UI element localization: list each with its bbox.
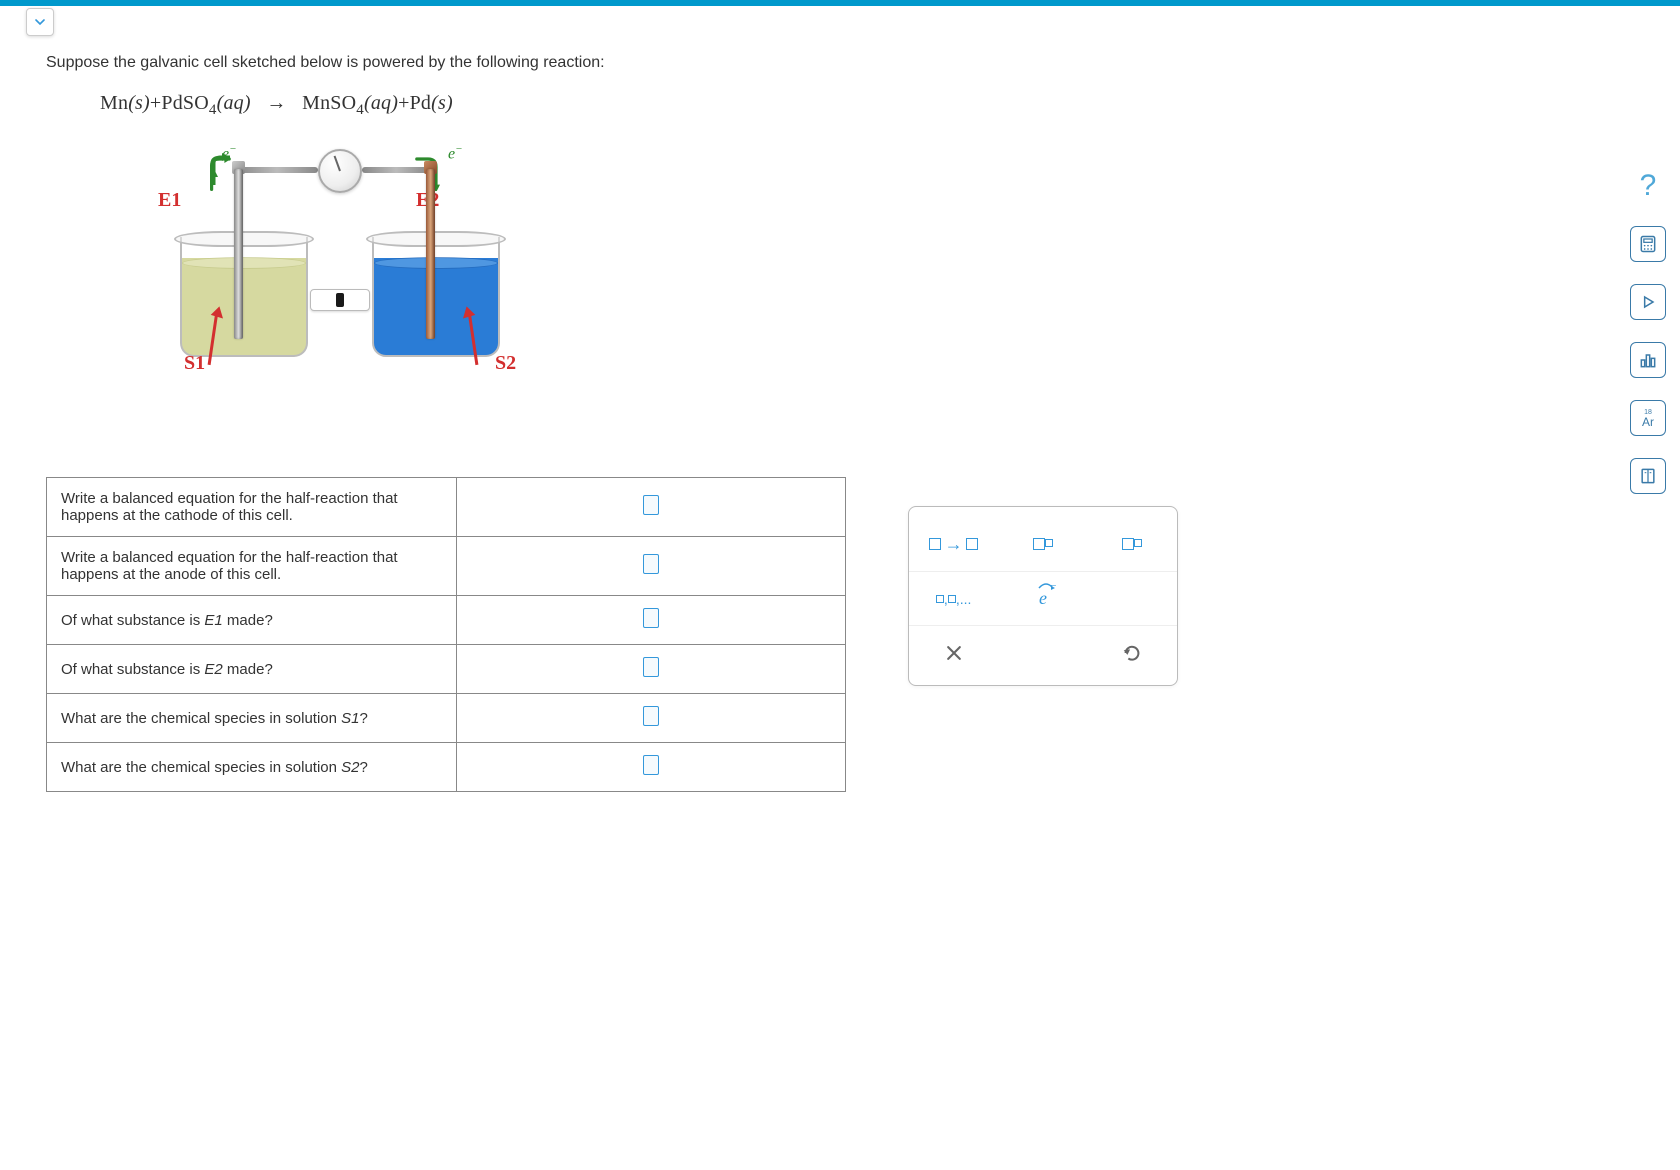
bars-icon: [1638, 350, 1658, 370]
question-row: Write a balanced equation for the half-r…: [47, 478, 846, 537]
collapse-toggle[interactable]: [26, 8, 54, 36]
answer-cell[interactable]: [456, 537, 845, 596]
question-row: Of what substance is E2 made?: [47, 645, 846, 694]
answer-input[interactable]: [643, 657, 659, 677]
reaction-equation: Mn(s)+PdSO4(aq) → MnSO4(aq)+Pd(s): [100, 92, 1652, 119]
help-button[interactable]: ?: [1630, 168, 1666, 204]
play-button[interactable]: [1630, 284, 1666, 320]
answer-input[interactable]: [643, 755, 659, 775]
tool-list[interactable]: ,,...: [918, 578, 990, 620]
calculator-button[interactable]: [1630, 226, 1666, 262]
answer-cell[interactable]: [456, 743, 845, 792]
tool-superscript[interactable]: [1096, 523, 1168, 565]
wire-right: [362, 167, 430, 173]
galvanic-cell-diagram: e− e− E1 E2: [96, 137, 536, 417]
answer-input[interactable]: [643, 554, 659, 574]
side-toolbar: ? 18 Ar: [1630, 168, 1666, 494]
chevron-down-icon: [32, 14, 48, 30]
answer-input[interactable]: [643, 608, 659, 628]
electrode-left: [234, 169, 243, 339]
answer-cell[interactable]: [456, 645, 845, 694]
question-prompt: Write a balanced equation for the half-r…: [47, 537, 457, 596]
label-E1: E1: [158, 189, 181, 212]
answer-cell[interactable]: [456, 478, 845, 537]
reference-button[interactable]: [1630, 458, 1666, 494]
questions-table: Write a balanced equation for the half-r…: [46, 477, 846, 792]
electron-arrow-up-left: [194, 151, 234, 191]
question-prompt: Write a balanced equation for the half-r…: [47, 478, 457, 537]
tool-undo[interactable]: [1096, 632, 1168, 674]
question-row: Of what substance is E1 made?: [47, 596, 846, 645]
calculator-icon: [1638, 234, 1658, 254]
intro-text: Suppose the galvanic cell sketched below…: [46, 54, 1652, 72]
tool-clear[interactable]: [918, 632, 990, 674]
tool-spacer2: [1007, 632, 1079, 674]
tool-spacer: [1096, 578, 1168, 620]
question-prompt: What are the chemical species in solutio…: [47, 694, 457, 743]
periodic-table-button[interactable]: 18 Ar: [1630, 400, 1666, 436]
question-prompt: Of what substance is E1 made?: [47, 596, 457, 645]
question-row: What are the chemical species in solutio…: [47, 743, 846, 792]
answer-input[interactable]: [643, 706, 659, 726]
label-S2: S2: [495, 352, 516, 375]
answer-input[interactable]: [643, 495, 659, 515]
play-icon: [1638, 292, 1658, 312]
question-row: What are the chemical species in solutio…: [47, 694, 846, 743]
wire-left: [236, 167, 318, 173]
tool-electron[interactable]: e−: [1007, 578, 1079, 620]
question-prompt: What are the chemical species in solutio…: [47, 743, 457, 792]
element-symbol: Ar: [1642, 416, 1654, 428]
question-prompt: Of what substance is E2 made?: [47, 645, 457, 694]
question-row: Write a balanced equation for the half-r…: [47, 537, 846, 596]
label-S1: S1: [184, 352, 205, 375]
reference-icon: [1638, 466, 1658, 486]
tool-subscript[interactable]: [1007, 523, 1079, 565]
salt-bridge: [310, 289, 370, 311]
answer-cell[interactable]: [456, 596, 845, 645]
resources-button[interactable]: [1630, 342, 1666, 378]
equation-toolbox: → ,,... e−: [908, 506, 1178, 686]
answer-cell[interactable]: [456, 694, 845, 743]
electrode-right: [426, 169, 435, 339]
tool-reaction-arrow[interactable]: →: [918, 523, 990, 565]
voltmeter: [318, 149, 362, 193]
